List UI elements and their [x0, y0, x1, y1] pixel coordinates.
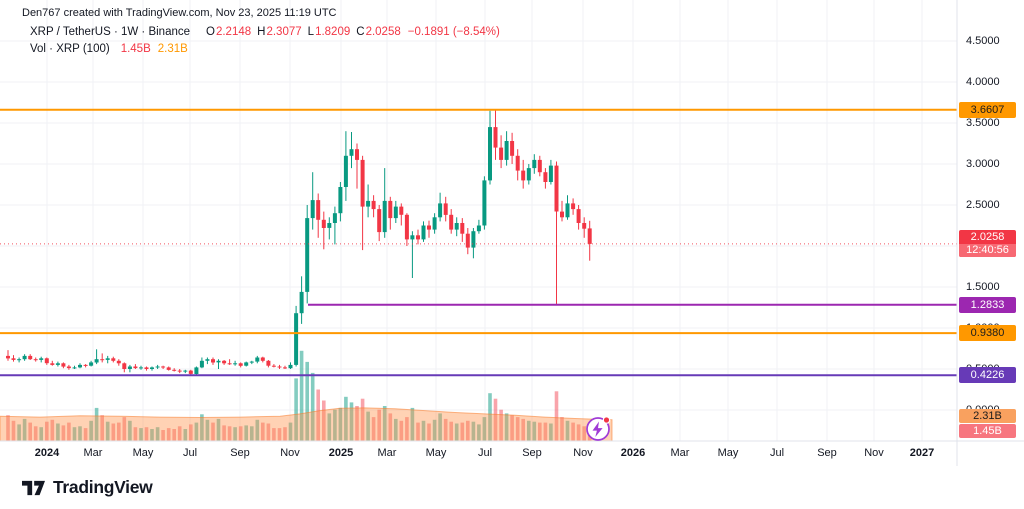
time-tick-label: 2026: [620, 447, 646, 459]
time-tick-label: Sep: [230, 447, 250, 459]
time-tick-label: May: [425, 447, 447, 459]
time-tick-label: Sep: [817, 447, 837, 459]
price-tick-label: 4.5000: [966, 34, 1000, 47]
grid: [0, 0, 957, 441]
volume-value: 1.45B: [120, 43, 151, 55]
legend-symbol-row[interactable]: XRP / TetherUS · 1W · Binance O 2.2148 H…: [30, 24, 500, 41]
time-tick-label: 2027: [909, 447, 935, 459]
price-tick-label: 3.5000: [966, 116, 1000, 129]
time-tick-label: 2025: [328, 447, 354, 459]
tradingview-logo[interactable]: TradingView: [22, 477, 153, 498]
time-axis[interactable]: 2024 Mar May Jul Sep Nov 2025 Mar May Jul Sep Nov 20…: [0, 441, 1024, 466]
volume-ma-value: 2.31B: [157, 43, 188, 55]
tradingview-wordmark: TradingView: [53, 477, 153, 497]
open-value: 2.2148: [215, 26, 252, 38]
volume-bars: [6, 350, 592, 441]
price-tick-label: 3.0000: [966, 157, 1000, 170]
low-label: L: [307, 26, 315, 38]
price-tick-label: 4.0000: [966, 75, 1000, 88]
change-value: −0.1891 (−8.54%): [407, 26, 500, 38]
time-tick-label: Mar: [83, 447, 103, 459]
volume-ma-area: [0, 407, 613, 441]
time-tick-label: May: [132, 447, 154, 459]
price-tick-label: 1.5000: [966, 280, 1000, 293]
price-tick-label: 2.5000: [966, 198, 1000, 211]
tradingview-mark-icon: [22, 480, 45, 495]
symbol-title: XRP / TetherUS · 1W · Binance: [30, 26, 191, 38]
time-tick-label: 2024: [34, 447, 60, 459]
volume-study-title: Vol · XRP (100): [30, 43, 110, 55]
time-tick-label: Sep: [522, 447, 542, 459]
candlestick-series: [6, 109, 592, 376]
time-tick-label: Mar: [377, 447, 397, 459]
flash-event-icon[interactable]: [586, 416, 611, 441]
legend-volume-row[interactable]: Vol · XRP (100) 1.45B 2.31B: [30, 41, 500, 58]
time-tick-label: Nov: [864, 447, 884, 459]
price-axis[interactable]: 4.50004.00003.50003.00002.50001.50001.00…: [957, 0, 1024, 466]
time-tick-label: Jul: [477, 447, 493, 459]
time-tick-label: Mar: [670, 447, 690, 459]
hline-price-badge: 0.4226: [959, 367, 1016, 384]
hline-price-badge: 3.6607: [959, 101, 1016, 118]
time-tick-label: Nov: [573, 447, 593, 459]
time-tick-label: Jul: [769, 447, 785, 459]
horizontal-lines[interactable]: [0, 108, 957, 377]
last-price-badge: 2.0258 12:40:56: [959, 230, 1016, 258]
hline-price-badge: 1.2833: [959, 296, 1016, 313]
close-value: 2.0258: [365, 26, 401, 38]
time-tick-label: Jul: [182, 447, 198, 459]
volume-value-badge: 2.31B: [959, 409, 1016, 423]
volume-value-badge: 1.45B: [959, 424, 1016, 438]
close-label: C: [356, 26, 365, 38]
bar-close-countdown: 12:40:56: [959, 244, 1016, 258]
open-label: O: [206, 26, 215, 38]
last-price-value: 2.0258: [970, 231, 1005, 244]
low-value: 1.8209: [315, 26, 351, 38]
time-tick-label: May: [717, 447, 739, 459]
hline-price-badge: 0.9380: [959, 325, 1016, 342]
chart-legend: XRP / TetherUS · 1W · Binance O 2.2148 H…: [30, 24, 500, 58]
high-value: 2.3077: [266, 26, 302, 38]
attribution-text: Den767 created with TradingView.com, Nov…: [22, 7, 337, 19]
high-label: H: [257, 26, 266, 38]
time-tick-label: Nov: [280, 447, 300, 459]
